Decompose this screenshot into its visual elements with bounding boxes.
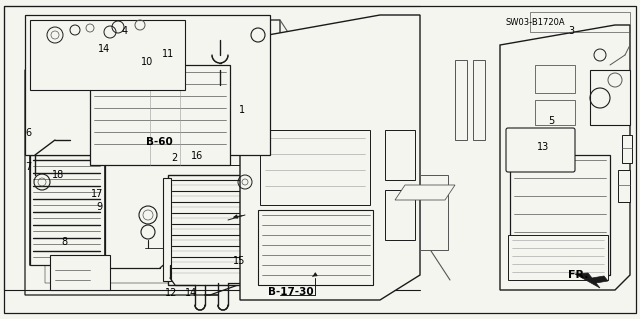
Bar: [260, 130, 370, 205]
Text: SW03-B1720A: SW03-B1720A: [505, 19, 565, 27]
Bar: [385, 190, 415, 240]
Text: 14: 14: [184, 288, 197, 298]
Text: B-60: B-60: [146, 137, 173, 147]
Bar: [258, 210, 373, 285]
Bar: [535, 65, 575, 93]
Bar: [530, 12, 630, 32]
Bar: [90, 65, 230, 165]
Bar: [535, 100, 575, 125]
Bar: [618, 170, 630, 202]
Text: 18: 18: [52, 170, 65, 180]
Text: 13: 13: [536, 142, 549, 152]
Text: 7: 7: [25, 162, 31, 173]
Bar: [30, 155, 105, 265]
Text: 9: 9: [97, 202, 103, 212]
Polygon shape: [395, 185, 455, 200]
Bar: [420, 175, 448, 250]
Text: 3: 3: [568, 26, 575, 36]
Text: 17: 17: [91, 189, 104, 199]
Text: B-17-30: B-17-30: [268, 287, 313, 297]
Text: 2: 2: [171, 153, 177, 163]
Bar: [30, 20, 185, 90]
Bar: [263, 178, 271, 281]
Bar: [163, 178, 171, 281]
Polygon shape: [500, 25, 630, 290]
Text: 12: 12: [165, 288, 178, 298]
Text: 5: 5: [548, 115, 555, 126]
Polygon shape: [25, 15, 270, 155]
Polygon shape: [240, 15, 420, 300]
Bar: [473, 60, 485, 140]
Text: 8: 8: [61, 237, 67, 247]
Text: 15: 15: [232, 256, 245, 266]
Text: 10: 10: [141, 57, 154, 67]
Bar: [300, 278, 318, 288]
Text: 16: 16: [191, 151, 204, 161]
Text: 1: 1: [239, 105, 245, 115]
Bar: [455, 60, 467, 140]
Bar: [508, 235, 608, 280]
Bar: [50, 255, 110, 290]
Bar: [622, 135, 632, 163]
Text: 14: 14: [97, 44, 110, 55]
Polygon shape: [575, 273, 608, 288]
Bar: [385, 130, 415, 180]
FancyBboxPatch shape: [506, 128, 575, 172]
Bar: [510, 155, 610, 275]
Bar: [168, 175, 263, 285]
Text: 6: 6: [25, 128, 31, 138]
Text: 4: 4: [122, 26, 128, 36]
Text: FR.: FR.: [568, 270, 588, 280]
Text: 11: 11: [161, 48, 174, 59]
Bar: [590, 70, 630, 125]
